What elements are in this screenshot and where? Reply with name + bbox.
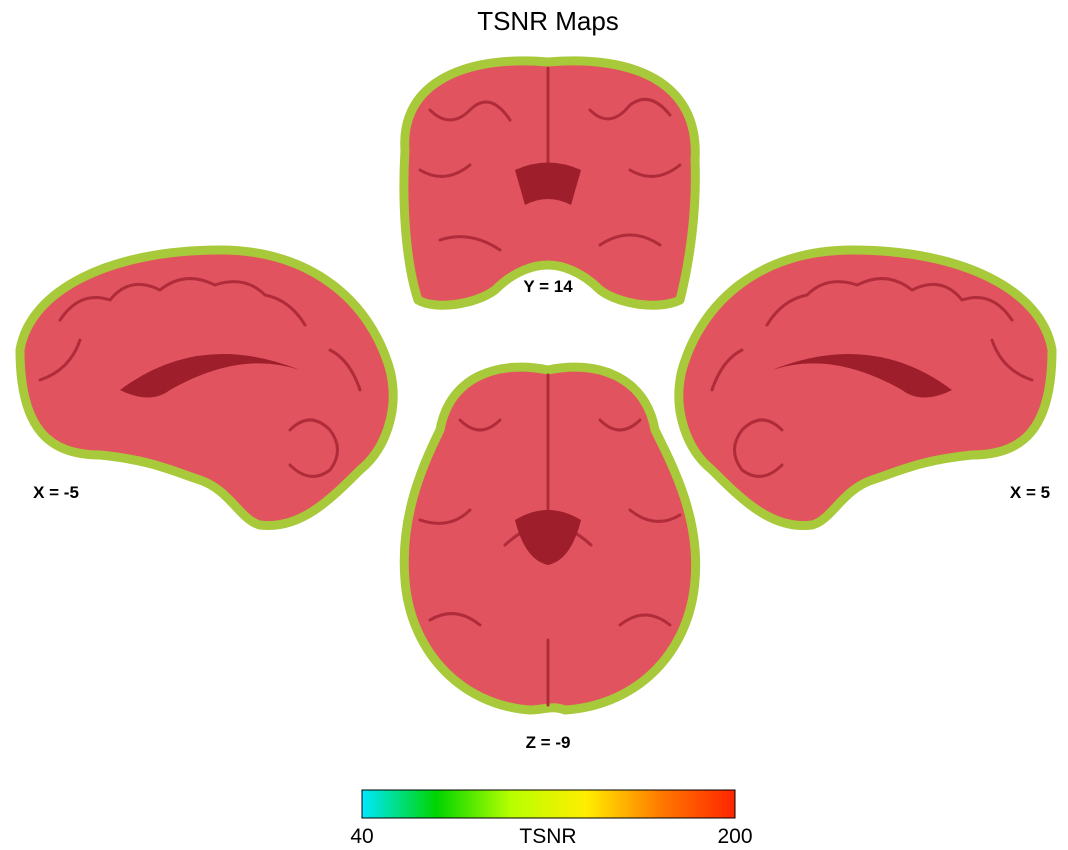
sagittal-slice-right <box>679 250 1052 526</box>
slice-label: Y = 14 <box>523 277 573 296</box>
colorbar-label: TSNR <box>519 825 576 848</box>
figure: TSNR Maps Y = 14 X = -5 X = 5 Z = -9 40 … <box>0 0 1068 850</box>
slice-label: X = 5 <box>1010 483 1050 502</box>
coronal-slice <box>404 61 695 305</box>
colorbar <box>362 790 735 818</box>
slice-label: X = -5 <box>33 483 79 502</box>
figure-title: TSNR Maps <box>477 6 619 36</box>
colorbar-tick-label: 200 <box>717 825 752 848</box>
axial-slice <box>404 367 695 710</box>
slice-label: Z = -9 <box>526 733 571 752</box>
colorbar-tick-label: 40 <box>350 825 373 848</box>
